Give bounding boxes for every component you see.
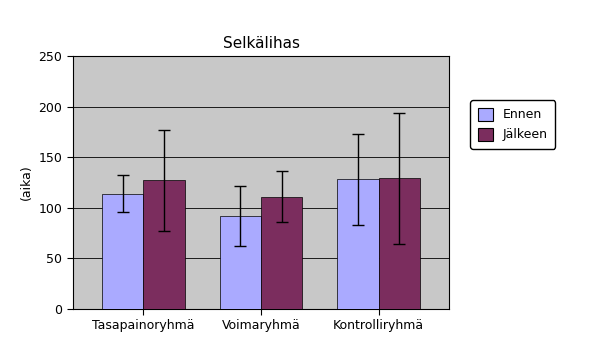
Bar: [337, 179, 379, 309]
Title: Selkälihas: Selkälihas: [223, 36, 299, 51]
Bar: [143, 180, 185, 309]
Bar: [220, 216, 261, 309]
Bar: [379, 178, 420, 309]
Bar: [102, 194, 143, 309]
Bar: [261, 197, 302, 309]
Legend: Ennen, Jälkeen: Ennen, Jälkeen: [470, 100, 555, 149]
Y-axis label: (aika): (aika): [20, 165, 33, 200]
